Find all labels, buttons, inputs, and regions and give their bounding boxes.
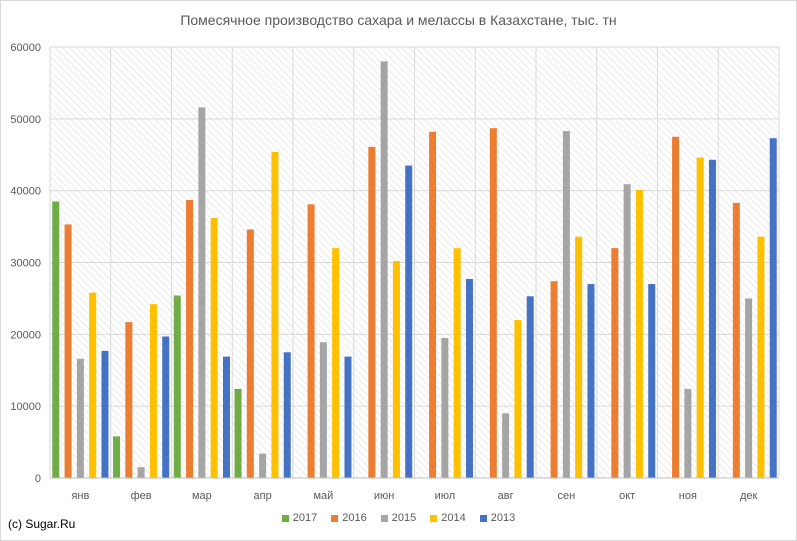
bar-2013-янв (101, 350, 109, 478)
bar-2014-авг (514, 319, 522, 478)
x-tick-label: июл (435, 490, 456, 502)
bar-2013-апр (283, 352, 291, 478)
y-axis: 0 10000 20000 30000 40000 50000 60000 (10, 42, 41, 485)
bar-2013-авг (526, 296, 534, 478)
bar-2015-мар (198, 107, 206, 478)
legend-item-2014: 2014 (430, 512, 466, 524)
bar-2014-июл (453, 248, 461, 478)
y-tick-label: 0 (35, 473, 41, 485)
bar-2015-авг (502, 413, 510, 478)
bar-2013-сен (587, 284, 595, 478)
x-tick-label: июн (374, 490, 394, 502)
legend-item-2015: 2015 (380, 512, 417, 524)
bar-2016-май (307, 204, 315, 478)
x-tick-label: май (313, 490, 333, 502)
legend-swatch (281, 514, 289, 522)
bar-2014-июн (392, 261, 400, 478)
bar-2014-апр (271, 151, 279, 479)
x-tick-label: авг (498, 490, 514, 502)
bar-2017-мар (173, 295, 181, 478)
bar-2015-ноя (684, 388, 692, 478)
bar-2014-ноя (696, 157, 704, 478)
x-tick-label: ноя (679, 490, 697, 502)
bar-2016-авг (489, 128, 497, 478)
bar-2013-ноя (708, 159, 716, 479)
x-tick-label: апр (254, 490, 272, 502)
bar-2016-янв (64, 224, 72, 478)
gridlines (49, 46, 780, 479)
bar-2016-июл (429, 131, 437, 478)
bar-2016-окт (611, 248, 619, 478)
y-tick-label: 50000 (10, 114, 41, 126)
legend-swatch (430, 514, 438, 522)
bar-2013-июл (465, 279, 473, 478)
bar-2015-сен (562, 131, 570, 479)
y-tick-label: 60000 (10, 42, 41, 54)
bar-2016-мар (186, 200, 194, 478)
bar-2015-дек (745, 298, 753, 478)
bar-2014-фев (149, 304, 157, 478)
chart-title: Помесячное производство сахара и мелассы… (180, 12, 617, 28)
bar-2014-янв (89, 292, 97, 478)
bar-2015-июн (380, 61, 388, 478)
bar-2013-мар (222, 356, 230, 478)
x-tick-label: фев (131, 490, 152, 502)
x-tick-label: дек (740, 490, 758, 502)
x-tick-label: мар (192, 490, 212, 502)
legend-label: 2013 (490, 512, 516, 524)
legend-item-2013: 2013 (479, 512, 516, 524)
legend-label: 2015 (391, 512, 417, 524)
bar-2014-мар (210, 217, 218, 479)
bar-2015-окт (623, 184, 631, 478)
x-tick-label: янв (71, 490, 89, 502)
bar-2015-апр (259, 453, 267, 478)
bar-2015-янв (76, 358, 84, 478)
x-axis: янв фев мар апр май июн июл авг сен окт ноя дек (50, 477, 779, 502)
y-tick-label: 40000 (10, 186, 41, 198)
bar-2014-дек (757, 236, 765, 478)
bar-2016-сен (550, 281, 558, 478)
bar-2013-июн (405, 165, 413, 478)
legend-swatch (479, 514, 487, 522)
credit-text: (c) Sugar.Ru (8, 517, 76, 531)
bar-2016-дек (732, 202, 740, 478)
bar-2015-фев (137, 467, 145, 478)
bar-2013-фев (162, 336, 170, 478)
bar-2017-янв (52, 201, 60, 479)
bar-2013-дек (769, 138, 777, 478)
y-tick-label: 20000 (10, 329, 41, 341)
x-tick-label: окт (619, 490, 635, 502)
bar-2014-сен (575, 236, 583, 478)
bar-2014-окт (635, 189, 643, 478)
y-tick-label: 10000 (10, 401, 41, 413)
legend-label: 2017 (292, 512, 318, 524)
x-tick-label: сен (558, 490, 576, 502)
legend: 2017 2016 2015 2014 2013 (0, 512, 797, 524)
bars (52, 61, 777, 479)
legend-item-2017: 2017 (281, 512, 318, 524)
bar-2017-фев (113, 436, 121, 478)
legend-item-2016: 2016 (331, 512, 367, 524)
bar-2016-ноя (672, 136, 680, 478)
y-tick-label: 30000 (10, 258, 41, 270)
bar-2017-апр (234, 388, 242, 478)
legend-label: 2016 (342, 512, 367, 524)
bar-2013-окт (648, 284, 656, 478)
bar-2013-май (344, 356, 352, 478)
bar-2015-май (319, 342, 327, 478)
legend-swatch (380, 514, 388, 522)
legend-swatch (331, 514, 339, 522)
bar-2014-май (332, 248, 340, 478)
bar-2016-июн (368, 146, 376, 478)
bar-2016-фев (125, 322, 133, 478)
bar-2015-июл (441, 337, 449, 478)
bar-2016-апр (246, 229, 254, 478)
legend-label: 2014 (441, 512, 466, 524)
